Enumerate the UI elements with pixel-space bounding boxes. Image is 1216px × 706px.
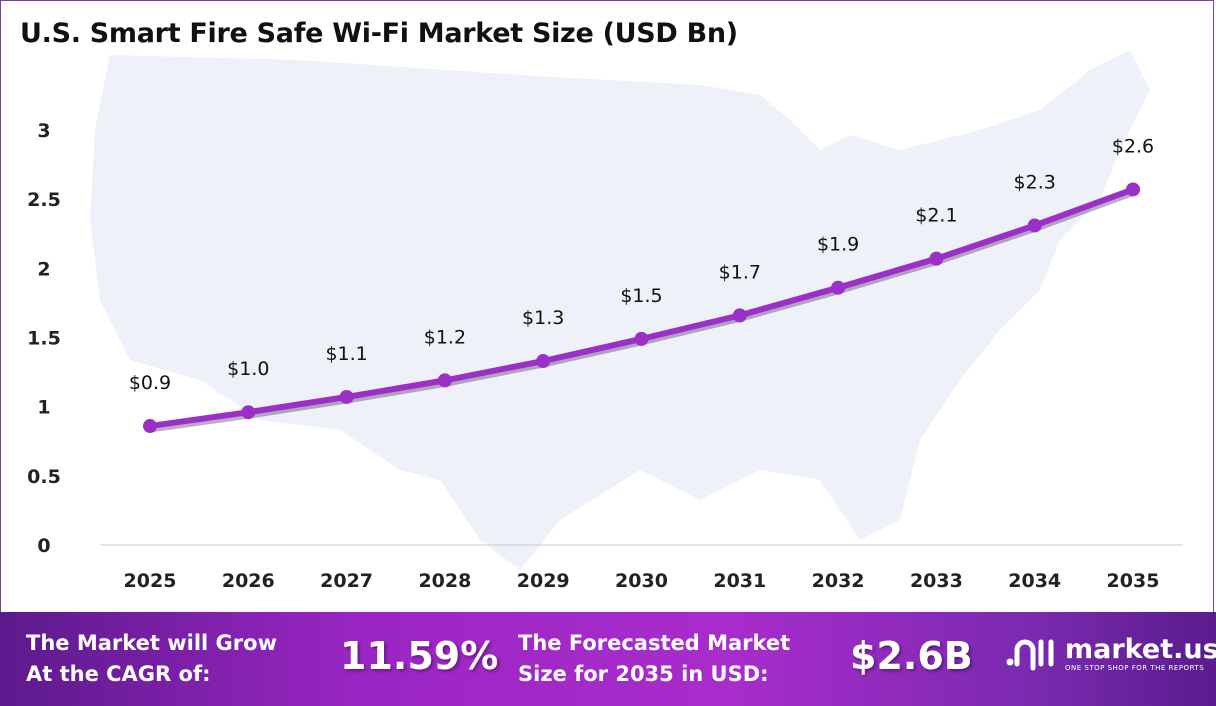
market-us-logo: market.us ONE STOP SHOP FOR THE REPORTS bbox=[1005, 634, 1216, 674]
data-point bbox=[1027, 218, 1042, 233]
data-label: $1.0 bbox=[227, 358, 269, 380]
forecast-label: The Forecasted Market Size for 2035 in U… bbox=[518, 628, 790, 690]
data-point bbox=[143, 419, 157, 434]
x-tick-label: 2032 bbox=[812, 570, 865, 592]
forecast-value: $2.6B bbox=[850, 634, 973, 678]
data-label: $1.5 bbox=[620, 285, 662, 307]
y-tick-label: 3 bbox=[37, 120, 50, 142]
line-chart: 0 0.5 1 1.5 2 2.5 3 2025 2026 2027 2028 2029 2030 203… bbox=[27, 50, 1183, 592]
data-label: $2.3 bbox=[1014, 171, 1056, 193]
data-point bbox=[241, 405, 256, 420]
data-point bbox=[437, 373, 452, 388]
data-label: $2.1 bbox=[915, 205, 957, 227]
x-tick-label: 2029 bbox=[517, 570, 570, 592]
x-tick-label: 2033 bbox=[910, 570, 963, 592]
y-tick-label: 0 bbox=[37, 535, 50, 557]
x-tick-label: 2026 bbox=[222, 570, 275, 592]
x-tick-label: 2027 bbox=[320, 570, 373, 592]
data-point bbox=[831, 280, 846, 295]
logo-icon bbox=[1006, 639, 1054, 671]
y-tick-label: 2.5 bbox=[27, 189, 61, 211]
data-point bbox=[732, 308, 747, 323]
cagr-label-line2: At the CAGR of: bbox=[26, 662, 211, 686]
x-tick-label: 2030 bbox=[615, 570, 668, 592]
data-label: $1.1 bbox=[325, 343, 367, 365]
logo-name: market.us bbox=[1065, 634, 1216, 665]
data-label: $1.7 bbox=[719, 261, 761, 283]
data-label: $2.6 bbox=[1112, 135, 1154, 157]
summary-banner: The Market will Grow At the CAGR of: 11.… bbox=[0, 612, 1216, 706]
data-point bbox=[536, 354, 551, 369]
y-tick-label: 1 bbox=[37, 397, 50, 419]
x-tick-label: 2035 bbox=[1107, 570, 1160, 592]
data-point bbox=[1126, 182, 1140, 197]
x-tick-label: 2031 bbox=[713, 570, 766, 592]
data-label: $1.3 bbox=[522, 307, 564, 329]
forecast-label-line1: The Forecasted Market bbox=[518, 631, 791, 655]
cagr-value: 11.59% bbox=[340, 634, 499, 678]
x-tick-label: 2028 bbox=[418, 570, 471, 592]
x-tick-label: 2025 bbox=[124, 570, 177, 592]
y-tick-label: 1.5 bbox=[27, 328, 61, 350]
data-point bbox=[634, 331, 649, 346]
data-label: $0.9 bbox=[129, 372, 171, 394]
y-tick-label: 0.5 bbox=[27, 466, 61, 488]
data-point bbox=[339, 389, 354, 404]
forecast-label-line2: Size for 2035 in USD: bbox=[518, 662, 769, 686]
data-point bbox=[929, 251, 944, 266]
data-label: $1.2 bbox=[424, 326, 466, 348]
cagr-label: The Market will Grow At the CAGR of: bbox=[26, 628, 277, 690]
us-map-background bbox=[90, 50, 1150, 570]
y-tick-label: 2 bbox=[37, 258, 50, 280]
chart-title: U.S. Smart Fire Safe Wi-Fi Market Size (… bbox=[20, 18, 738, 49]
x-tick-label: 2034 bbox=[1008, 570, 1061, 592]
cagr-label-line1: The Market will Grow bbox=[26, 631, 277, 655]
data-label: $1.9 bbox=[817, 234, 859, 256]
logo-tagline: ONE STOP SHOP FOR THE REPORTS bbox=[1065, 664, 1205, 672]
